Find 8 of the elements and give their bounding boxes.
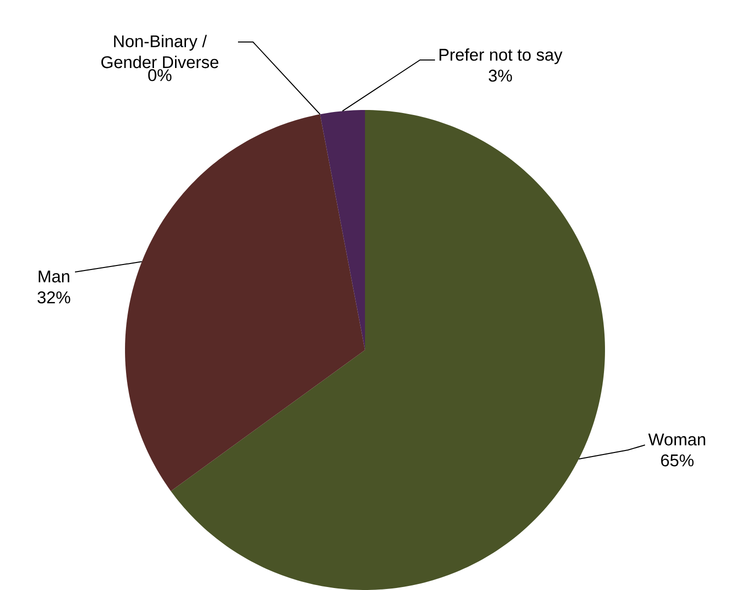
data-label: 32% xyxy=(38,291,70,304)
data-label: 65% xyxy=(661,454,694,466)
slice-label: Prefer not to say xyxy=(440,48,562,64)
data-label: 3% xyxy=(488,70,512,82)
slice-label: Man xyxy=(38,270,70,282)
text: 0% xyxy=(148,69,172,82)
category-label: Non-Binary / Gender Diverse xyxy=(101,34,218,68)
slice-label: Woman xyxy=(648,434,706,446)
